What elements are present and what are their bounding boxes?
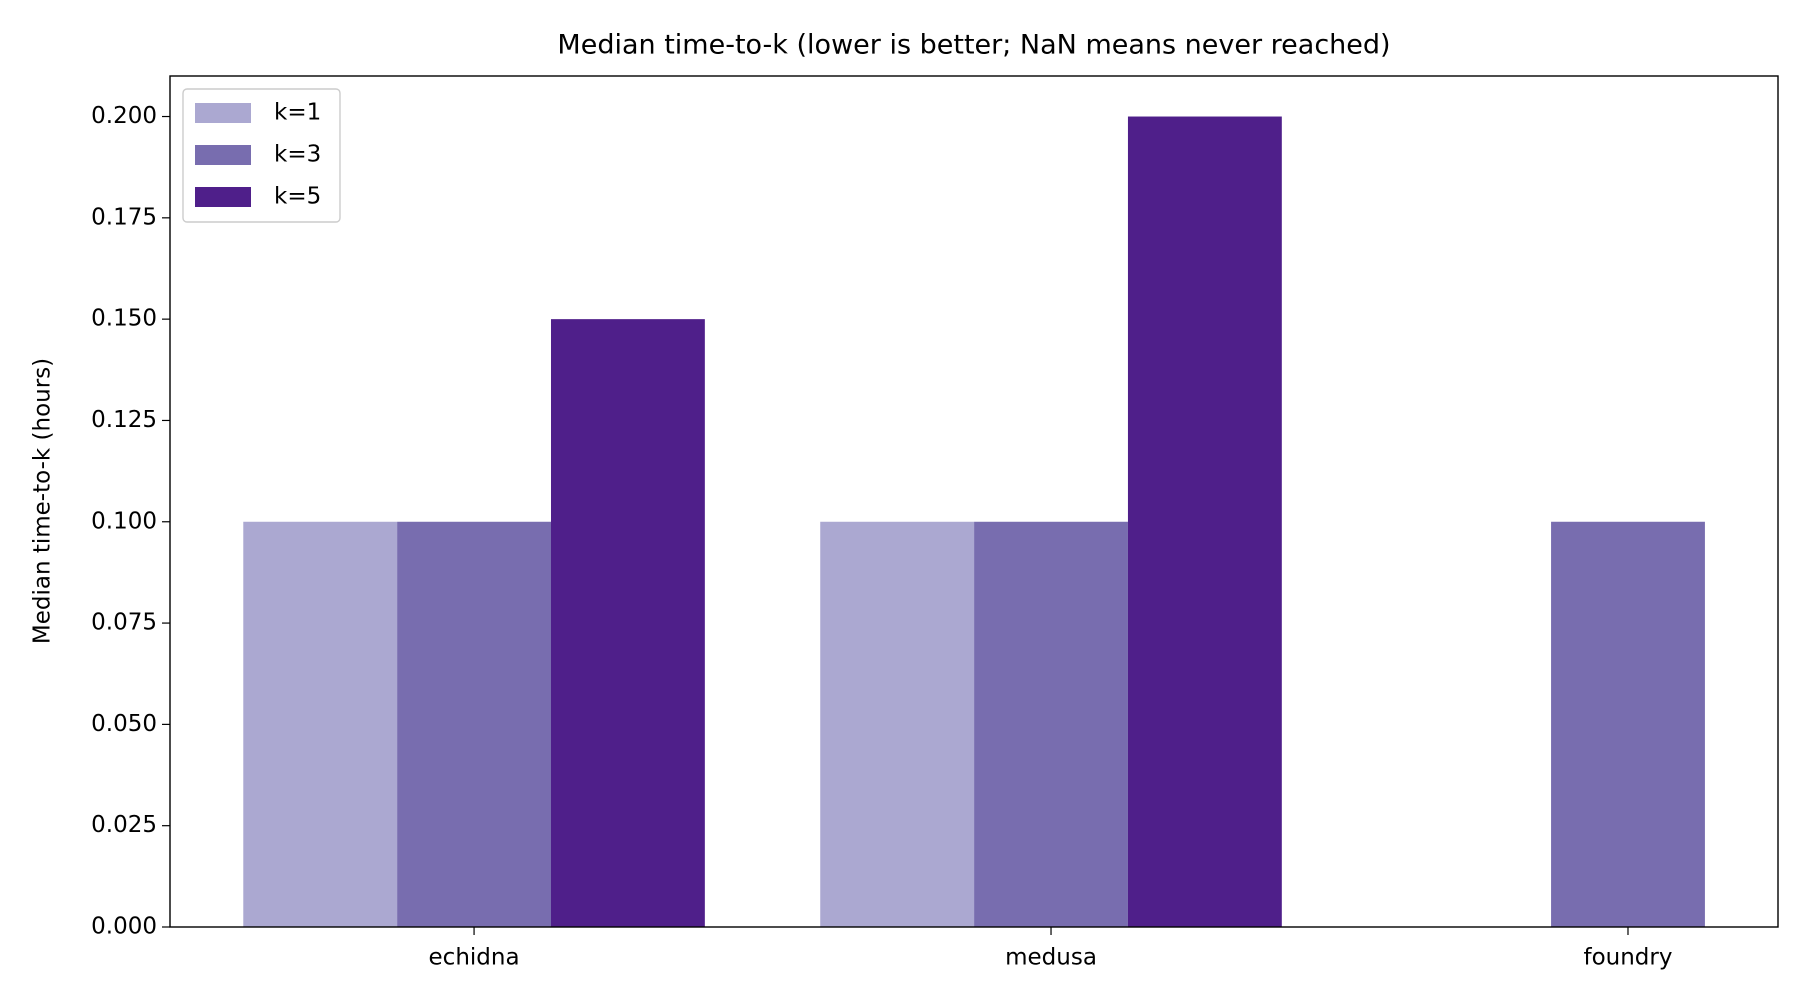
legend-label: k=1 <box>274 100 321 126</box>
y-tick-label: 0.075 <box>91 610 157 636</box>
bar <box>820 521 975 927</box>
bar <box>974 521 1128 927</box>
x-tick-label: medusa <box>1005 945 1097 971</box>
y-tick-label: 0.150 <box>91 306 157 332</box>
legend-label: k=5 <box>274 184 321 210</box>
bar <box>243 521 398 927</box>
y-axis-label: Median time-to-k (hours) <box>30 358 56 644</box>
bar <box>1551 521 1705 927</box>
chart-title: Median time-to-k (lower is better; NaN m… <box>557 30 1390 61</box>
y-tick-label: 0.175 <box>91 204 157 230</box>
y-tick-label: 0.000 <box>91 914 157 940</box>
y-tick-label: 0.125 <box>91 407 157 433</box>
legend-swatch <box>195 103 251 123</box>
legend-swatch <box>195 145 251 165</box>
y-tick-label: 0.025 <box>91 812 157 838</box>
y-tick-label: 0.200 <box>91 103 157 129</box>
bar <box>550 319 705 928</box>
bar <box>1127 116 1282 928</box>
x-tick-label: foundry <box>1583 945 1672 971</box>
x-tick-label: echidna <box>429 945 520 971</box>
legend-swatch <box>195 187 251 207</box>
y-tick-label: 0.050 <box>91 711 157 737</box>
legend-label: k=3 <box>274 142 321 168</box>
bar <box>397 521 551 927</box>
plot-frame <box>169 75 1779 928</box>
y-tick-label: 0.100 <box>91 508 157 534</box>
